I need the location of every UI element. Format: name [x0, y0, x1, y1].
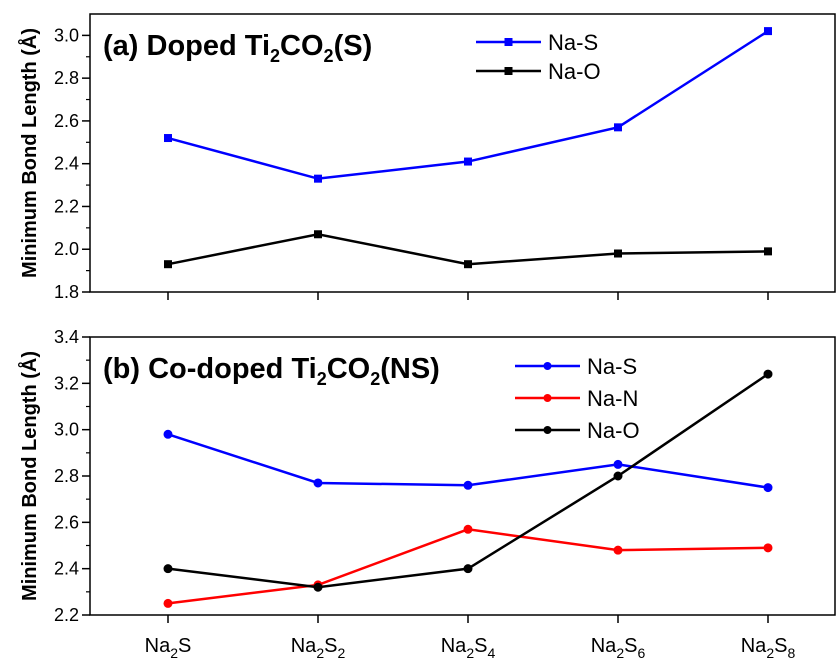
- legend-label: Na-S: [587, 354, 637, 379]
- legend-b: Na-S Na-N Na-O: [515, 354, 640, 443]
- y-axis-title-a: Minimum Bond Length (Å): [17, 28, 41, 278]
- data-point: [464, 260, 472, 269]
- legend-label: Na-S: [548, 30, 598, 55]
- category-label: Na2S4: [441, 635, 496, 661]
- legend-marker: [543, 362, 552, 370]
- data-point: [164, 260, 172, 269]
- legend-a: Na-S Na-O: [476, 30, 601, 84]
- panel-title-b: (b) Co-doped Ti2CO2(NS): [103, 353, 440, 389]
- y-tick-label: 2.2: [54, 196, 79, 216]
- category-label: Na2S6: [591, 635, 646, 661]
- y-tick-label: 2.0: [54, 239, 79, 259]
- legend-label: Na-O: [587, 418, 640, 443]
- y-tick-label: 1.8: [54, 282, 79, 302]
- data-point: [763, 369, 773, 379]
- category-label: Na2S: [145, 635, 192, 661]
- data-point: [164, 134, 172, 143]
- y-tick-label: 2.6: [54, 111, 79, 131]
- y-tick-label: 2.4: [54, 154, 79, 174]
- y-tick-label: 3.4: [54, 327, 79, 347]
- data-point: [314, 174, 322, 183]
- category-label: Na2S2: [291, 635, 346, 661]
- legend-marker: [504, 67, 513, 75]
- series-line-na-o: [167, 232, 769, 266]
- y-tick-label: 2.2: [54, 605, 79, 625]
- plot-frame-a: [89, 13, 836, 293]
- data-point: [764, 27, 772, 36]
- data-point: [163, 598, 173, 608]
- y-tick-label: 3.0: [54, 25, 79, 45]
- data-point: [614, 249, 622, 258]
- panel-a: 1.8 2.0 2.2 2.4 2.6 2.8 3.0 Minimum Bond Lengt…: [17, 13, 836, 302]
- y-axis-b: 2.2 2.4 2.6 2.8 3.0 3.2 3.4: [54, 327, 90, 625]
- y-tick-label: 2.6: [54, 512, 79, 532]
- y-tick-label: 3.2: [54, 373, 79, 393]
- data-point: [314, 230, 322, 239]
- legend-marker: [543, 394, 552, 402]
- y-tick-label: 2.8: [54, 68, 79, 88]
- data-point: [313, 478, 323, 488]
- data-point: [764, 247, 772, 256]
- data-point: [463, 480, 473, 490]
- series-group-a: [164, 27, 772, 269]
- series-line-na-s: [167, 433, 769, 489]
- legend-label: Na-N: [587, 386, 638, 411]
- legend-label: Na-O: [548, 59, 601, 84]
- panel-title-a: (a) Doped Ti2CO2(S): [103, 30, 372, 66]
- data-point: [613, 459, 623, 469]
- category-label: Na2S8: [741, 635, 796, 661]
- y-tick-label: 2.4: [54, 559, 79, 579]
- legend-marker: [504, 38, 513, 46]
- data-point: [463, 564, 473, 574]
- y-axis-title-b: Minimum Bond Length (Å): [17, 351, 41, 601]
- data-point: [613, 471, 623, 481]
- category-labels: Na2S Na2S2 Na2S4 Na2S6 Na2S8: [145, 635, 796, 661]
- x-axis-b: [167, 615, 769, 623]
- series-group-b: [163, 369, 773, 608]
- data-point: [163, 429, 173, 439]
- y-tick-label: 2.8: [54, 466, 79, 486]
- data-point: [763, 543, 773, 553]
- series-line-na-o: [167, 373, 769, 589]
- data-point: [313, 582, 323, 592]
- data-point: [613, 545, 623, 555]
- data-point: [463, 524, 473, 534]
- y-tick-label: 3.0: [54, 420, 79, 440]
- legend-marker: [543, 426, 552, 434]
- x-axis-a: [167, 292, 769, 300]
- data-point: [464, 157, 472, 166]
- data-point: [763, 483, 773, 493]
- y-axis-a: 1.8 2.0 2.2 2.4 2.6 2.8 3.0: [54, 25, 90, 302]
- data-point: [614, 123, 622, 132]
- panel-b: 2.2 2.4 2.6 2.8 3.0 3.2 3.4 Minimum Bond Lengt…: [17, 327, 836, 625]
- data-point: [163, 564, 173, 574]
